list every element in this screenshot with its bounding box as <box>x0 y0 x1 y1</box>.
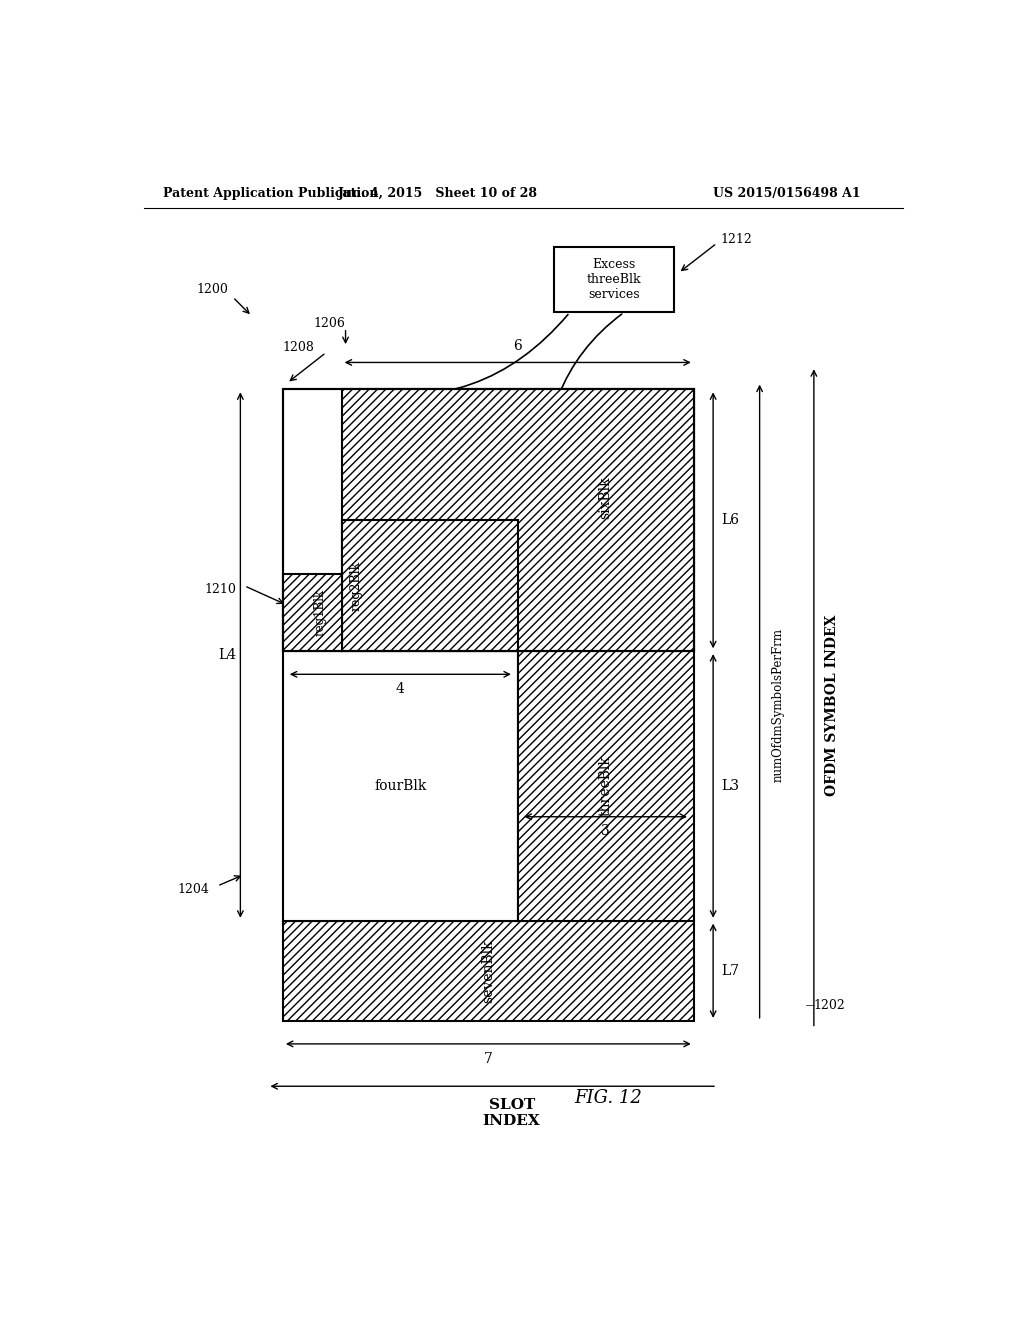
Text: sevenBlk: sevenBlk <box>481 939 496 1003</box>
Text: 3: 3 <box>425 553 434 566</box>
Text: Patent Application Publication: Patent Application Publication <box>163 186 379 199</box>
Text: L6: L6 <box>721 513 739 527</box>
Bar <box>283 651 518 921</box>
Bar <box>342 389 693 651</box>
Text: reg1Blk: reg1Blk <box>313 589 327 636</box>
Text: US 2015/0156498 A1: US 2015/0156498 A1 <box>713 186 860 199</box>
Text: 1208: 1208 <box>283 341 314 354</box>
Text: 1202: 1202 <box>814 999 846 1012</box>
Text: sixBlk: sixBlk <box>599 477 612 519</box>
Text: OFDM SYMBOL INDEX: OFDM SYMBOL INDEX <box>825 614 840 796</box>
Bar <box>283 574 342 651</box>
Text: reg2Blk: reg2Blk <box>349 561 362 611</box>
Text: fourBlk: fourBlk <box>374 779 427 793</box>
Bar <box>518 651 693 921</box>
Text: 1204: 1204 <box>177 883 209 896</box>
Text: numOfdmSymbolsPerFrm: numOfdmSymbolsPerFrm <box>771 628 784 781</box>
Bar <box>554 247 675 313</box>
Text: 1212: 1212 <box>721 232 753 246</box>
Bar <box>283 389 693 651</box>
Text: threeBlk: threeBlk <box>599 755 612 816</box>
Text: Excess
threeBlk
services: Excess threeBlk services <box>587 259 642 301</box>
Text: L7: L7 <box>721 964 739 978</box>
Text: L4: L4 <box>218 648 237 663</box>
Text: 7: 7 <box>484 1052 493 1065</box>
Text: SLOT
INDEX: SLOT INDEX <box>482 1098 541 1129</box>
Text: 1206: 1206 <box>313 317 345 330</box>
Text: L3: L3 <box>721 779 739 793</box>
Text: Jun. 4, 2015   Sheet 10 of 28: Jun. 4, 2015 Sheet 10 of 28 <box>338 186 538 199</box>
Text: 1210: 1210 <box>205 583 237 597</box>
Bar <box>283 921 693 1020</box>
Text: 4: 4 <box>396 682 404 696</box>
Bar <box>283 389 693 651</box>
Text: 3: 3 <box>601 825 610 838</box>
Bar <box>342 520 518 651</box>
Text: 6: 6 <box>513 339 522 354</box>
Text: 1: 1 <box>308 594 316 607</box>
Text: 1200: 1200 <box>197 282 228 296</box>
Text: FIG. 12: FIG. 12 <box>574 1089 642 1106</box>
